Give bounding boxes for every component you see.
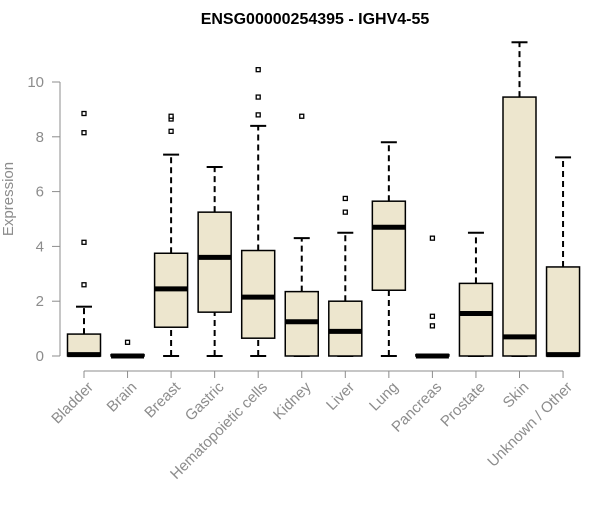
y-tick-label: 2 (36, 293, 44, 310)
box-10 (502, 41, 537, 357)
box-11 (545, 156, 581, 358)
box-body (545, 266, 581, 357)
outlier-point (255, 112, 261, 118)
box-body (328, 300, 363, 357)
box-9 (458, 231, 494, 357)
box-body (197, 211, 232, 313)
outlier-point (81, 239, 87, 245)
outlier-point (429, 235, 436, 241)
outlier-point (168, 128, 174, 134)
box-2 (153, 113, 189, 357)
outlier-point (81, 130, 87, 136)
boxes (66, 41, 581, 359)
x-tick-label: Prostate (437, 379, 489, 431)
chart-title: ENSG00000254395 - IGHV4-55 (201, 11, 430, 28)
box-8 (415, 235, 450, 359)
y-tick-label: 10 (27, 74, 44, 91)
outlier-point (299, 113, 305, 119)
outlier-point (342, 195, 348, 202)
outlier-point (168, 113, 174, 119)
box-7 (371, 141, 407, 357)
box-0 (66, 110, 102, 358)
outlier-point (255, 67, 261, 73)
box-body (371, 200, 407, 291)
outlier-point (342, 209, 348, 215)
x-tick-label: Brain (104, 379, 141, 416)
y-tick-label: 8 (36, 129, 44, 146)
outlier-point (429, 323, 436, 329)
x-tick-label: Liver (323, 379, 358, 414)
x-tick-label: Breast (141, 378, 184, 421)
outlier-point (255, 94, 261, 100)
y-tick-label: 4 (36, 238, 44, 255)
y-axis: 0 2 4 6 8 10 (27, 74, 61, 365)
y-tick-label: 6 (36, 184, 44, 201)
outlier-point (81, 282, 87, 288)
outlier-point (81, 110, 87, 117)
y-tick-label: 0 (36, 348, 44, 365)
outlier-point (124, 339, 131, 345)
box-6 (328, 195, 363, 357)
x-tick-label: Lung (366, 379, 402, 415)
box-body (502, 96, 537, 357)
x-tick-label: Skin (500, 379, 533, 412)
outlier-point (429, 313, 436, 319)
box-body (458, 282, 494, 357)
x-tick-label: Kidney (270, 378, 315, 423)
box-1 (110, 339, 145, 359)
box-5 (284, 113, 319, 357)
box-body (240, 249, 276, 339)
y-axis-label: Expression (0, 162, 17, 236)
x-tick-label: Bladder (48, 379, 97, 428)
box-3 (197, 165, 232, 357)
box-4 (240, 67, 276, 357)
